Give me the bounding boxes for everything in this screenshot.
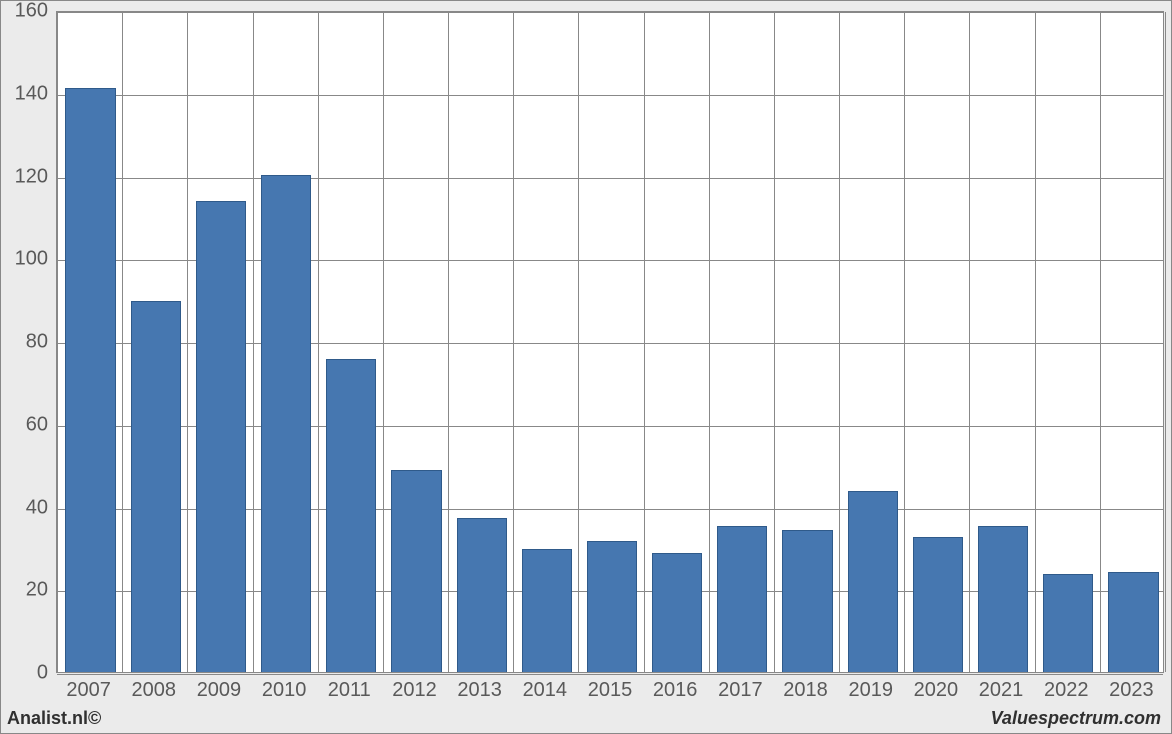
gridline-v [187,12,188,672]
gridline-h [57,178,1163,179]
bar [782,530,832,672]
xtick-label: 2010 [262,679,307,702]
gridline-v [122,12,123,672]
gridline-h [57,674,1163,675]
xtick-label: 2021 [979,679,1024,702]
ytick-label: 140 [1,82,48,105]
xtick-label: 2009 [197,679,242,702]
bar [522,549,572,672]
credit-right: Valuespectrum.com [991,708,1161,729]
bar [65,88,115,672]
bar [457,518,507,672]
gridline-v [448,12,449,672]
xtick-label: 2011 [328,679,371,702]
gridline-v [709,12,710,672]
gridline-v [1035,12,1036,672]
ytick-label: 0 [1,662,48,685]
gridline-v [904,12,905,672]
bar [326,359,376,672]
xtick-label: 2016 [653,679,698,702]
gridline-v [1100,12,1101,672]
ytick-label: 120 [1,165,48,188]
gridline-v [318,12,319,672]
xtick-label: 2014 [523,679,568,702]
bar [131,301,181,672]
bar [261,175,311,673]
bar [848,491,898,672]
xtick-label: 2015 [588,679,633,702]
gridline-v [513,12,514,672]
ytick-label: 60 [1,413,48,436]
bar [978,526,1028,672]
plot-area [56,11,1164,673]
ytick-label: 20 [1,579,48,602]
bar [587,541,637,672]
gridline-h [57,12,1163,13]
ytick-label: 160 [1,0,48,23]
ytick-label: 40 [1,496,48,519]
xtick-label: 2023 [1109,679,1154,702]
bar [717,526,767,672]
bar [913,537,963,672]
gridline-v [839,12,840,672]
xtick-label: 2013 [457,679,502,702]
gridline-v [969,12,970,672]
xtick-label: 2012 [392,679,437,702]
gridline-v [253,12,254,672]
bar [1108,572,1158,672]
xtick-label: 2019 [848,679,893,702]
gridline-v [774,12,775,672]
xtick-label: 2017 [718,679,763,702]
xtick-label: 2007 [66,679,111,702]
xtick-label: 2018 [783,679,828,702]
gridline-v [644,12,645,672]
ytick-label: 80 [1,331,48,354]
xtick-label: 2008 [132,679,177,702]
gridline-v [1165,12,1166,672]
chart-frame: Analist.nl© Valuespectrum.com 0 20 40 60 80 1… [0,0,1172,734]
gridline-v [57,12,58,672]
bar [196,201,246,672]
xtick-label: 2022 [1044,679,1089,702]
bar [1043,574,1093,672]
xtick-label: 2020 [914,679,959,702]
bar [652,553,702,672]
credit-left: Analist.nl© [7,708,101,729]
gridline-v [383,12,384,672]
gridline-v [578,12,579,672]
bar [391,470,441,672]
ytick-label: 100 [1,248,48,271]
gridline-h [57,95,1163,96]
